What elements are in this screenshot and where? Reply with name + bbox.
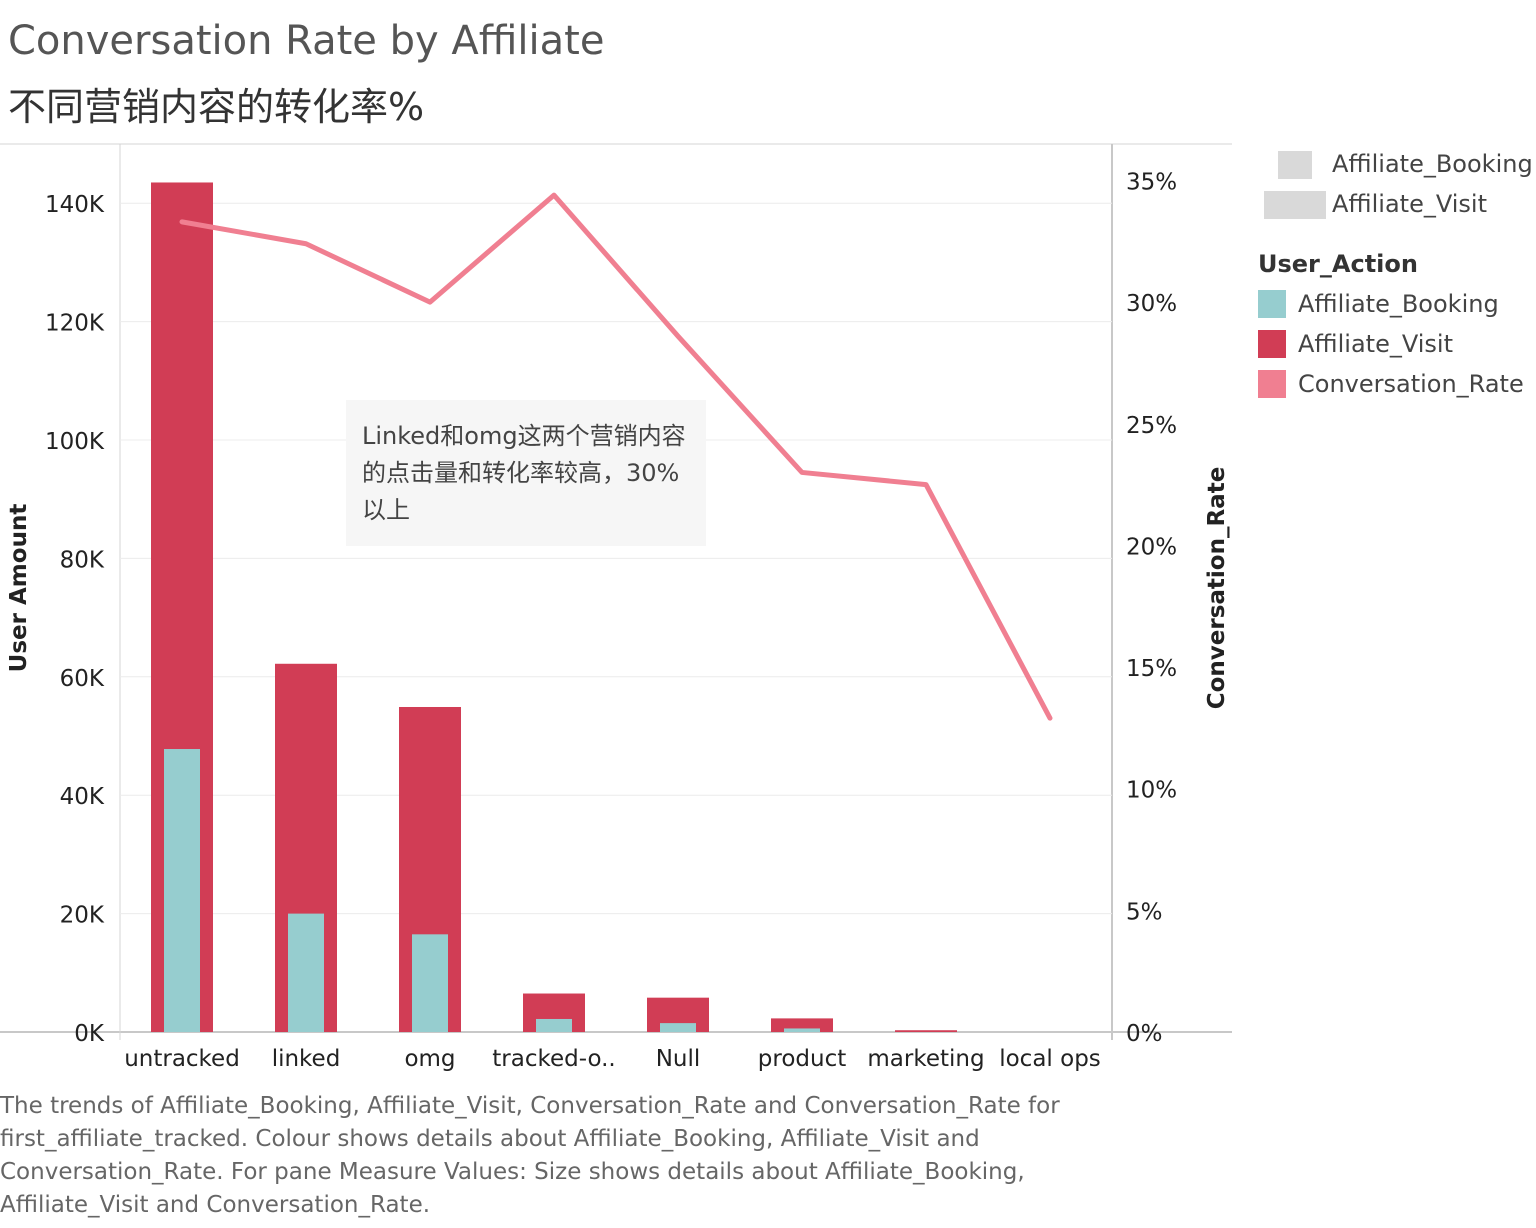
- line-conversation-rate: [179, 192, 1053, 721]
- x-tick-label: untracked: [124, 1046, 240, 1072]
- bar-affiliate-visit: [895, 1030, 957, 1032]
- bar-affiliate-booking: [784, 1028, 820, 1032]
- legend-label: Affiliate_Booking: [1298, 290, 1499, 318]
- color-legend: User_Action Affiliate_Booking Affiliate_…: [1258, 250, 1524, 404]
- x-tick-label: product: [758, 1046, 846, 1072]
- bar-affiliate-booking: [164, 749, 200, 1032]
- bar-affiliate-booking: [288, 913, 324, 1032]
- y-left-tick-label: 80K: [60, 547, 105, 573]
- size-swatch: [1278, 151, 1312, 179]
- legend-swatch: [1258, 330, 1286, 358]
- size-legend-label: Affiliate_Booking: [1332, 150, 1533, 178]
- x-tick-label: marketing: [867, 1046, 984, 1072]
- size-swatch: [1264, 191, 1326, 219]
- chart-subtitle: 不同营销内容的转化率%: [8, 85, 425, 129]
- x-tick-label: tracked-o..: [492, 1046, 615, 1072]
- y-right-tick-label: 35%: [1126, 169, 1177, 195]
- legend-title: User_Action: [1258, 250, 1418, 278]
- x-tick-label: Null: [656, 1046, 701, 1072]
- legend-swatch: [1258, 370, 1286, 398]
- size-legend-item: Affiliate_Visit: [1264, 190, 1487, 219]
- annotation-box: Linked和omg这两个营销内容的点击量和转化率较高，30%以上: [346, 400, 706, 546]
- y-right-tick-label: 20%: [1126, 534, 1177, 560]
- legend-label: Conversation_Rate: [1298, 370, 1524, 398]
- bar-affiliate-booking: [412, 934, 448, 1032]
- y-right-tick-label: 25%: [1126, 413, 1177, 439]
- y-left-tick-label: 0K: [74, 1021, 105, 1047]
- y-left-tick-label: 20K: [60, 903, 105, 929]
- y-left-tick-label: 60K: [60, 666, 105, 692]
- bar-affiliate-booking: [660, 1023, 696, 1032]
- legend-item-conversation-rate[interactable]: Conversation_Rate: [1258, 364, 1524, 404]
- size-legend-label: Affiliate_Visit: [1332, 190, 1487, 218]
- y-right-tick-label: 15%: [1126, 656, 1177, 682]
- x-tick-label: local ops: [999, 1046, 1101, 1072]
- y-right-axis-title: Conversation_Rate: [1204, 467, 1230, 710]
- x-tick-label: linked: [272, 1046, 341, 1072]
- y-left-axis-title: User Amount: [6, 504, 32, 673]
- y-right-tick-label: 30%: [1126, 291, 1177, 317]
- y-left-tick-label: 40K: [60, 784, 105, 810]
- y-left-tick-label: 120K: [45, 311, 105, 337]
- chart-caption: The trends of Affiliate_Booking, Affilia…: [0, 1093, 1060, 1218]
- y-right-tick-label: 5%: [1126, 899, 1163, 925]
- x-tick-label: omg: [404, 1046, 455, 1072]
- legend-item-affiliate-booking[interactable]: Affiliate_Booking: [1258, 284, 1524, 324]
- y-left-tick-label: 100K: [45, 429, 105, 455]
- legend-label: Affiliate_Visit: [1298, 330, 1453, 358]
- chart-title: Conversation Rate by Affiliate: [8, 18, 605, 64]
- bar-affiliate-booking: [536, 1018, 572, 1032]
- legend-swatch: [1258, 290, 1286, 318]
- legend-item-affiliate-visit[interactable]: Affiliate_Visit: [1258, 324, 1524, 364]
- y-right-tick-label: 0%: [1126, 1021, 1163, 1047]
- y-left-tick-label: 140K: [45, 192, 105, 218]
- size-legend-item: Affiliate_Booking: [1278, 150, 1533, 179]
- y-right-tick-label: 10%: [1126, 778, 1177, 804]
